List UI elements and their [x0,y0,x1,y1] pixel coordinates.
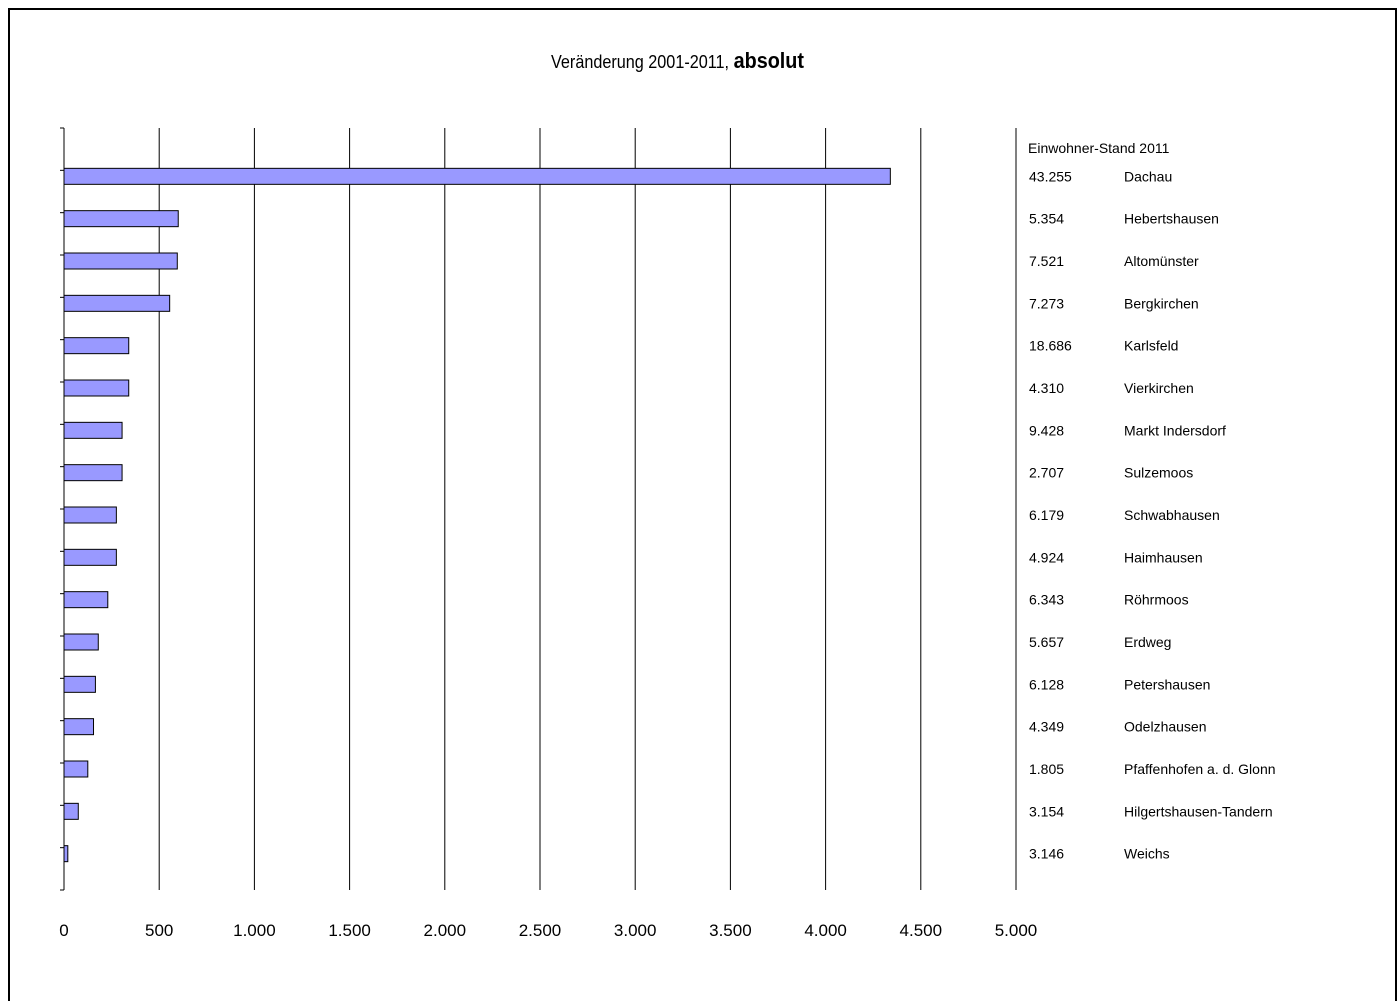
x-tick-label: 500 [145,921,173,940]
municipality-label: Karlsfeld [1124,338,1178,354]
municipality-label: Erdweg [1124,634,1171,650]
side-header: Einwohner-Stand 2011 [1028,140,1170,156]
municipality-label: Petershausen [1124,676,1210,692]
municipality-label: Markt Indersdorf [1124,422,1226,438]
municipality-label: Schwabhausen [1124,507,1220,523]
bars [63,167,891,863]
bar [63,633,99,651]
municipality-label: Dachau [1124,168,1172,184]
population-label: 5.354 [1029,211,1064,227]
bar [63,845,69,863]
municipality-label: Pfaffenhofen a. d. Glonn [1124,761,1276,777]
municipality-label: Hebertshausen [1124,211,1219,227]
municipality-label: Hilgertshausen-Tandern [1124,803,1273,819]
bar [63,591,109,609]
municipality-label: Bergkirchen [1124,295,1199,311]
bar [63,718,95,736]
bar [63,294,171,312]
bar [63,675,96,693]
municipality-label: Sulzemoos [1124,465,1193,481]
population-label: 6.343 [1029,592,1064,608]
chart-title-bold: absolut [733,48,804,73]
population-label: 1.805 [1029,761,1064,777]
population-label: 43.255 [1029,168,1072,184]
bar [63,802,79,820]
population-label: 5.657 [1029,634,1064,650]
bar [63,464,123,482]
population-label: 4.349 [1029,719,1064,735]
x-tick-label: 3.500 [709,921,752,940]
municipality-label: Vierkirchen [1124,380,1194,396]
bar [63,210,179,228]
municipality-label: Odelzhausen [1124,719,1207,735]
axes [60,127,65,891]
population-label: 7.273 [1029,295,1064,311]
municipality-label: Altomünster [1124,253,1199,269]
bar [63,167,891,185]
x-tick-label: 1.000 [233,921,276,940]
population-label: 6.179 [1029,507,1064,523]
population-label: 9.428 [1029,422,1064,438]
population-label: 18.686 [1029,338,1072,354]
x-tick-label: 4.500 [900,921,943,940]
municipality-label: Haimhausen [1124,549,1203,565]
x-tick-labels: 0 500 1.000 1.500 2.000 2.500 3.000 3.500 4.000 4… [59,921,1037,940]
x-tick-label: 4.000 [804,921,847,940]
x-tick-label: 5.000 [995,921,1038,940]
x-tick-label: 2.500 [519,921,562,940]
population-label: 2.707 [1029,465,1064,481]
bar [63,337,130,355]
population-label: 3.154 [1029,803,1064,819]
population-label: 6.128 [1029,676,1064,692]
gridlines [158,128,1017,890]
chart-title-regular: Veränderung 2001-2011, [551,52,730,72]
bar [63,548,117,566]
side-labels: Einwohner-Stand 2011 43.255 Dachau 5.354 Heb… [1028,140,1276,862]
population-label: 4.310 [1029,380,1064,396]
bar [63,252,178,270]
x-tick-label: 2.000 [424,921,467,940]
bar [63,421,123,439]
bar [63,506,117,524]
bar [63,760,89,778]
x-tick-label: 1.500 [328,921,371,940]
chart-title: Veränderung 2001-2011, absolut [68,48,1288,74]
population-label: 3.146 [1029,846,1064,862]
x-tick-label: 0 [59,921,68,940]
population-label: 7.521 [1029,253,1064,269]
population-label: 4.924 [1029,549,1064,565]
municipality-label: Röhrmoos [1124,592,1189,608]
municipality-label: Weichs [1124,846,1170,862]
x-tick-label: 3.000 [614,921,657,940]
bar [63,379,130,397]
